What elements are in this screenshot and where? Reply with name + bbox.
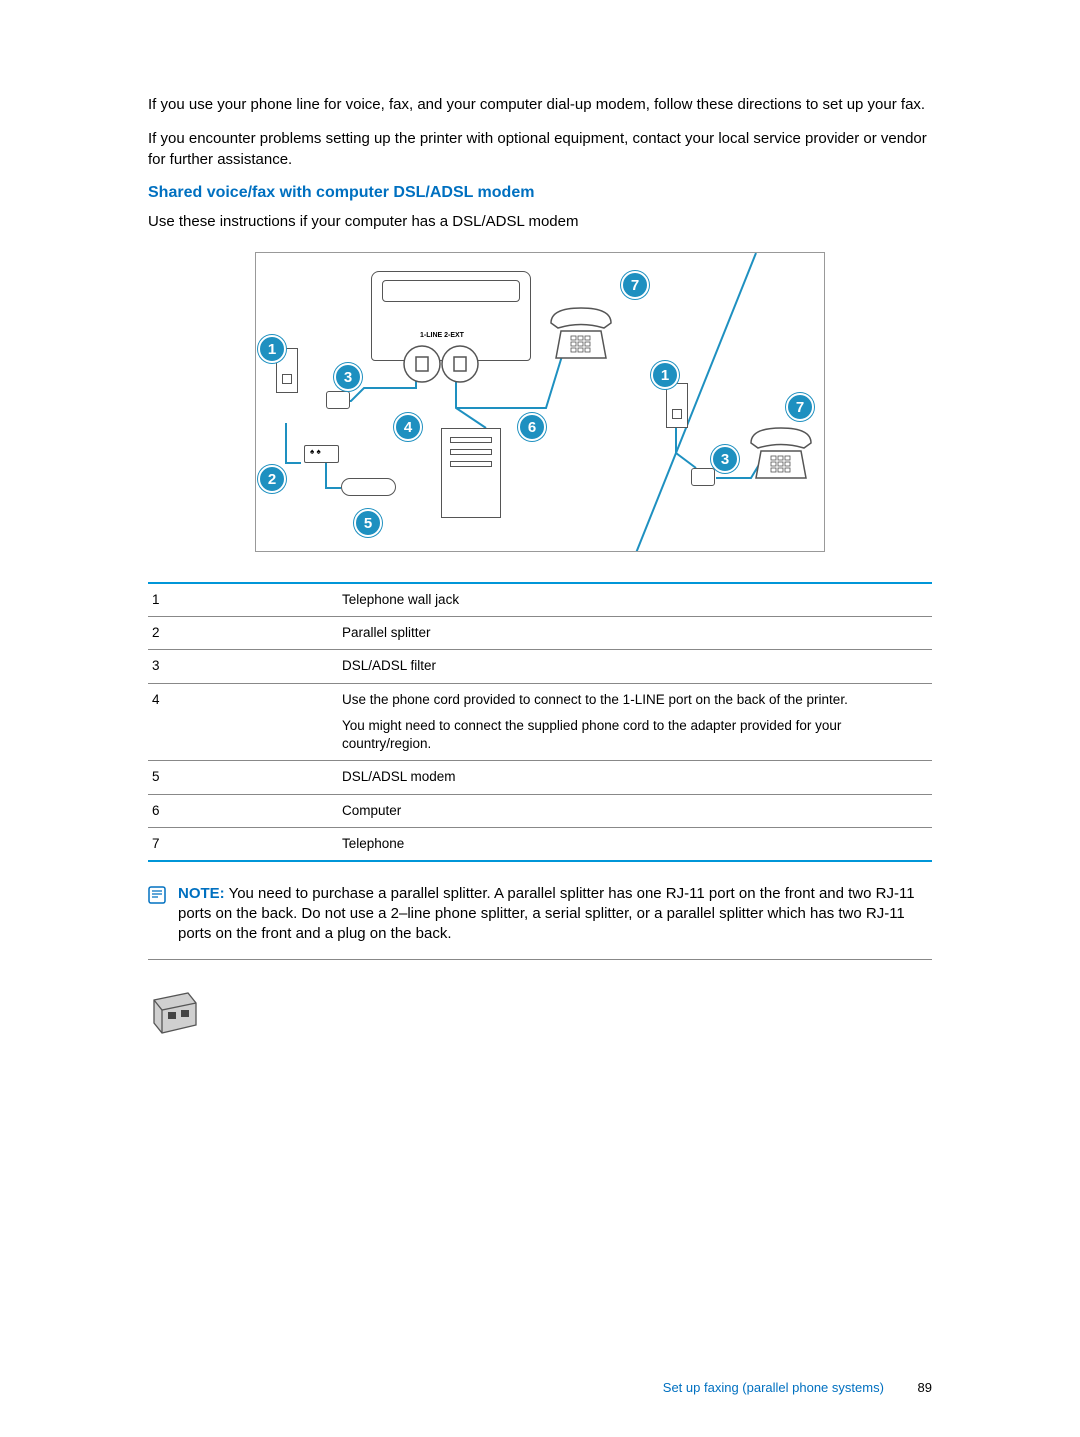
setup-diagram: 1-LINE 2-EXT ♠ ♠: [255, 252, 825, 552]
legend-desc: Computer: [338, 794, 932, 827]
legend-number: 1: [148, 583, 338, 617]
table-row: 4Use the phone cord provided to connect …: [148, 683, 932, 761]
diagram-container: 1-LINE 2-EXT ♠ ♠: [148, 252, 932, 552]
telephone-left: [546, 303, 606, 353]
table-row: 7Telephone: [148, 827, 932, 861]
callout-7-left: 7: [621, 271, 649, 299]
callout-3-right: 3: [711, 445, 739, 473]
callout-4: 4: [394, 413, 422, 441]
table-row: 6Computer: [148, 794, 932, 827]
note-text: NOTE: You need to purchase a parallel sp…: [178, 884, 932, 945]
legend-desc: DSL/ADSL filter: [338, 650, 932, 683]
dsl-filter-right: [691, 468, 715, 486]
legend-number: 5: [148, 761, 338, 794]
footer-section-link[interactable]: Set up faxing (parallel phone systems): [663, 1380, 884, 1395]
callout-5: 5: [354, 509, 382, 537]
computer-tower: [441, 428, 501, 518]
legend-desc: Use the phone cord provided to connect t…: [338, 683, 932, 761]
callout-2: 2: [258, 465, 286, 493]
note-body: You need to purchase a parallel splitter…: [178, 885, 915, 943]
note-icon: [148, 884, 168, 945]
legend-number: 2: [148, 617, 338, 650]
page-footer: Set up faxing (parallel phone systems) 8…: [663, 1380, 932, 1395]
legend-number: 6: [148, 794, 338, 827]
table-row: 3DSL/ADSL filter: [148, 650, 932, 683]
modem: [341, 478, 396, 496]
callout-7-right: 7: [786, 393, 814, 421]
page-number: 89: [918, 1380, 932, 1395]
intro-paragraph-1: If you use your phone line for voice, fa…: [148, 95, 932, 115]
callout-1-left: 1: [258, 335, 286, 363]
telephone-right: [746, 423, 806, 473]
splitter-illustration: [148, 985, 200, 1037]
legend-desc: Telephone: [338, 827, 932, 861]
intro-paragraph-2: If you encounter problems setting up the…: [148, 129, 932, 170]
legend-number: 7: [148, 827, 338, 861]
legend-number: 4: [148, 683, 338, 761]
parallel-splitter: ♠ ♠: [304, 445, 339, 463]
table-row: 5DSL/ADSL modem: [148, 761, 932, 794]
legend-desc: Parallel splitter: [338, 617, 932, 650]
legend-desc: Telephone wall jack: [338, 583, 932, 617]
dsl-filter-left: [326, 391, 350, 409]
table-row: 1Telephone wall jack: [148, 583, 932, 617]
legend-table: 1Telephone wall jack 2Parallel splitter …: [148, 582, 932, 862]
section-heading: Shared voice/fax with computer DSL/ADSL …: [148, 184, 932, 202]
legend-desc: DSL/ADSL modem: [338, 761, 932, 794]
callout-6: 6: [518, 413, 546, 441]
wall-jack-right: [666, 383, 688, 428]
table-row: 2Parallel splitter: [148, 617, 932, 650]
callout-1-right: 1: [651, 361, 679, 389]
printer-illustration: 1-LINE 2-EXT: [371, 271, 531, 361]
legend-number: 3: [148, 650, 338, 683]
sub-paragraph: Use these instructions if your computer …: [148, 212, 932, 232]
callout-3-left: 3: [334, 363, 362, 391]
note-label: NOTE:: [178, 885, 225, 902]
note-block: NOTE: You need to purchase a parallel sp…: [148, 884, 932, 960]
port-label: 1-LINE 2-EXT: [420, 332, 464, 339]
